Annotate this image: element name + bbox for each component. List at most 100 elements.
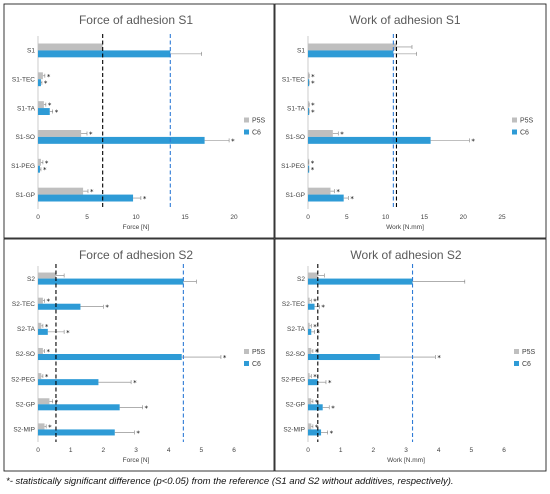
bar-c6-s2-gp [308,404,323,411]
significance-marker: * [317,329,321,337]
x-tick-label: 20 [460,214,468,221]
category-label: S1-SO [15,134,35,141]
bar-p5s-s1-ta [38,101,44,109]
significance-marker: * [43,166,47,174]
chart-title: Force of adhesion S1 [79,13,193,27]
bar-p5s-s1-ta [308,101,310,109]
chart-title: Work of adhesion S2 [350,248,462,262]
category-label: S1-SO [285,134,305,141]
significance-marker: * [311,109,315,117]
significance-marker: * [311,159,315,167]
significance-marker: * [313,298,317,306]
legend-swatch-p5s [512,117,517,123]
category-label: S2-SO [285,351,305,358]
legend-label-c6: C6 [520,130,529,137]
x-tick-label: 15 [181,214,189,221]
bar-c6-s2-tec [38,303,81,310]
significance-marker: * [311,102,315,110]
significance-marker: * [145,404,149,412]
bar-p5s-s2 [308,272,318,279]
category-label: S2-GP [15,401,35,408]
legend-label-c6: C6 [252,130,261,137]
legend-label-c6: C6 [252,361,261,368]
significance-marker: * [55,109,59,117]
category-label: S1-TA [287,105,306,112]
x-axis-label: Force [N] [123,224,150,231]
significance-marker: * [47,298,51,306]
significance-marker: * [340,130,344,138]
bar-c6-s1 [308,50,394,58]
significance-marker: * [45,373,49,381]
bar-p5s-s1 [308,43,397,51]
bar-c6-s2-gp [38,404,120,411]
x-tick-label: 1 [339,447,343,454]
significance-marker: * [47,348,51,356]
category-label: S2-MIP [13,427,35,434]
legend-label-p5s: P5S [520,118,534,125]
category-label: S1-PEG [11,163,35,170]
x-tick-label: 5 [470,447,474,454]
bar-p5s-s2-tec [38,297,43,304]
category-label: S2-PEG [11,376,35,383]
x-tick-label: 6 [232,447,236,454]
legend-label-c6: C6 [522,361,531,368]
x-tick-label: 15 [421,214,429,221]
chart-panel-4: Work of adhesion S2 0 1 2 3 4 5 6 Work [N.mm] S2 S… [274,238,547,472]
significance-marker: * [331,404,335,412]
bar-c6-s2-mip [38,429,115,436]
legend-label-p5s: P5S [522,349,536,356]
bar-c6-s1-so [38,136,205,144]
category-label: S1-GP [15,192,35,199]
bar-c6-s1-tec [308,79,310,87]
significance-marker: * [330,429,334,437]
bar-c6-s2-so [38,354,182,361]
panel-border [274,238,547,472]
legend-swatch-c6 [244,361,249,366]
x-tick-label: 0 [306,214,310,221]
bar-c6-s2-tec [308,303,315,310]
legend-swatch-p5s [244,349,249,354]
x-tick-label: 3 [134,447,138,454]
bar-c6-s2 [308,278,413,285]
bar-p5s-s1-peg [38,158,41,166]
category-label: S1-GP [285,192,305,199]
bar-c6-s1-tec [38,79,41,87]
significance-marker: * [48,102,52,110]
bar-p5s-s1-so [38,129,82,137]
significance-marker: * [311,166,315,174]
chart-title: Work of adhesion S1 [349,13,461,27]
category-label: S1 [297,48,305,55]
bar-c6-s1 [38,50,171,58]
x-tick-label: 2 [102,447,106,454]
bar-c6-s1-peg [38,165,40,173]
significance-marker: * [231,137,235,145]
legend-swatch-p5s [514,349,519,354]
x-tick-label: 0 [306,447,310,454]
x-tick-label: 3 [404,447,408,454]
bar-p5s-s2-ta [38,322,42,329]
category-label: S2-GP [285,401,305,408]
x-tick-label: 5 [345,214,349,221]
significance-marker: * [45,159,49,167]
x-tick-label: 20 [230,214,238,221]
bar-p5s-s2-mip [38,423,45,430]
x-tick-label: 5 [85,214,89,221]
significance-marker: * [223,354,227,362]
legend-label-p5s: P5S [252,349,266,356]
category-label: S2-TEC [12,301,35,308]
category-label: S2 [297,276,305,283]
legend-label-p5s: P5S [252,118,266,125]
chart-panel-2: Work of adhesion S1 0 5 10 15 20 25 Work [N.mm]… [274,3,547,239]
bar-p5s-s1-so [308,129,333,137]
bar-c6-s1-ta [308,108,310,116]
significance-marker: * [44,80,48,88]
bar-p5s-s1-tec [38,72,43,80]
bar-p5s-s2-gp [308,398,312,405]
bar-p5s-s2-tec [308,297,310,304]
category-label: S1-TEC [282,76,305,83]
chart-title: Force of adhesion S2 [79,248,193,262]
x-tick-label: 1 [69,447,73,454]
bar-p5s-s2 [38,272,56,279]
panel-border [3,3,275,239]
significance-marker: * [350,195,354,203]
